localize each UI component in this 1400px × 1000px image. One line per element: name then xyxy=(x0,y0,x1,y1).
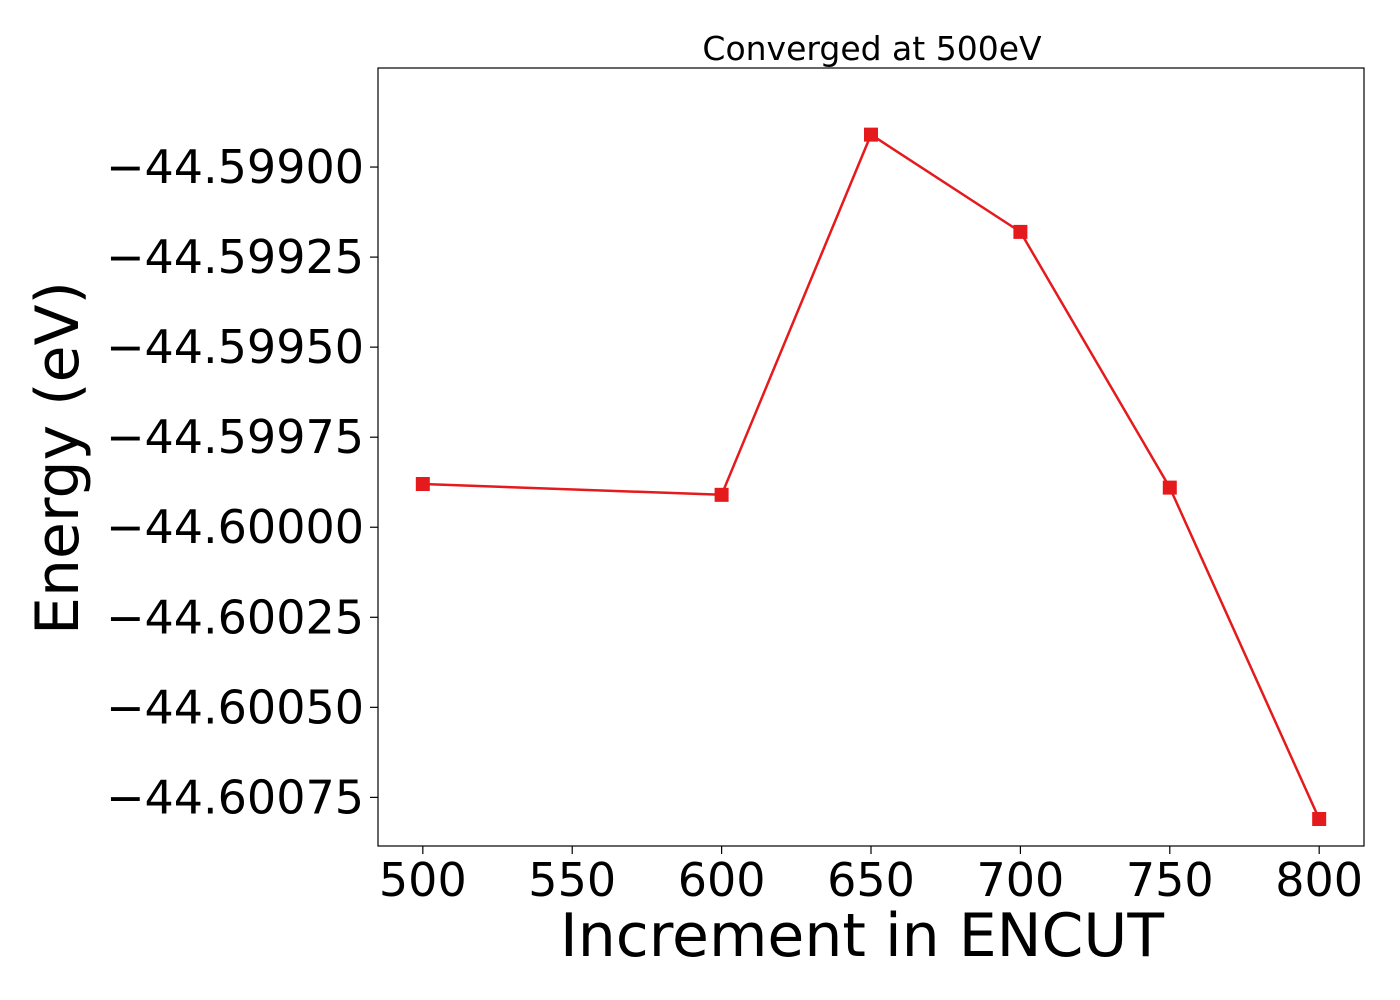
y-tick-label-2: −44.59950 xyxy=(106,320,364,374)
x-tick-label-700: 700 xyxy=(976,853,1064,907)
y-axis-title: Energy (eV) xyxy=(23,281,93,635)
data-point-750 xyxy=(1162,480,1177,495)
x-tick-label-600: 600 xyxy=(678,853,766,907)
x-tick-label-500: 500 xyxy=(379,853,467,907)
x-axis-title: Increment in ENCUT xyxy=(560,901,1164,971)
data-point-700 xyxy=(1013,224,1028,239)
y-tick-label-6: −44.60050 xyxy=(106,680,364,734)
chart-title: Converged at 500eV xyxy=(702,29,1042,68)
y-tick-label-1: −44.59925 xyxy=(106,230,364,284)
x-tick-label-550: 550 xyxy=(528,853,616,907)
plot-area: 500 550 600 650 700 750 800 −44.59900 −44.59925 −… xyxy=(106,67,1365,907)
x-tick-label-800: 800 xyxy=(1275,853,1363,907)
x-tick-label-650: 650 xyxy=(827,853,915,907)
x-tick-label-750: 750 xyxy=(1126,853,1214,907)
y-tick-label-3: −44.59975 xyxy=(106,410,364,464)
data-point-800 xyxy=(1312,811,1327,826)
y-tick-label-7: −44.60075 xyxy=(106,770,364,824)
plot-frame xyxy=(377,67,1365,847)
data-point-600 xyxy=(714,487,729,502)
data-point-650 xyxy=(864,127,878,142)
y-tick-label-0: −44.59900 xyxy=(106,140,364,194)
y-tick-label-5: −44.60025 xyxy=(106,590,364,644)
data-point-500 xyxy=(415,477,430,492)
y-tick-label-4: −44.60000 xyxy=(106,500,364,554)
series-line-0 xyxy=(422,133,1321,820)
